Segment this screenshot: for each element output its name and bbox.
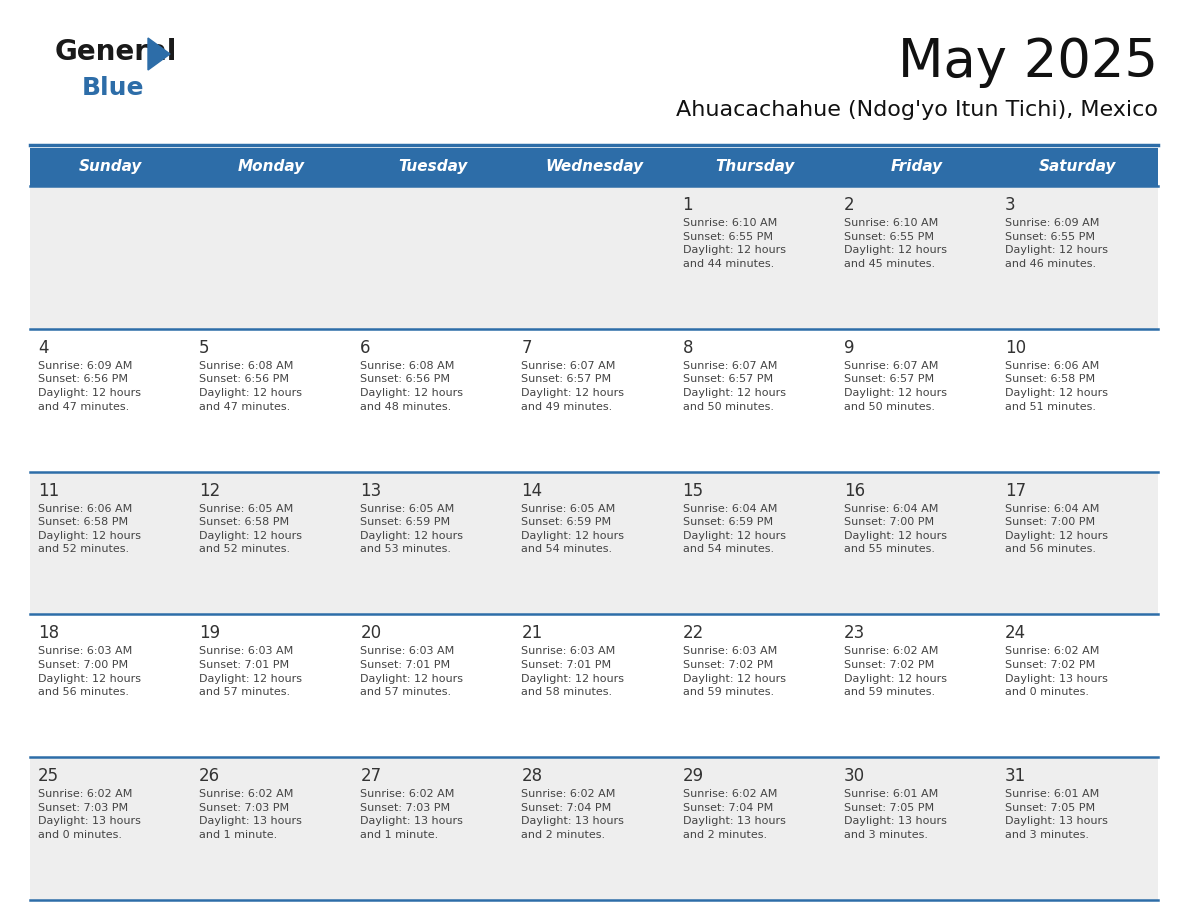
Polygon shape bbox=[148, 38, 170, 70]
Text: Sunrise: 6:05 AM
Sunset: 6:58 PM
Daylight: 12 hours
and 52 minutes.: Sunrise: 6:05 AM Sunset: 6:58 PM Dayligh… bbox=[200, 504, 302, 554]
Text: 27: 27 bbox=[360, 767, 381, 785]
Text: Sunrise: 6:04 AM
Sunset: 7:00 PM
Daylight: 12 hours
and 56 minutes.: Sunrise: 6:04 AM Sunset: 7:00 PM Dayligh… bbox=[1005, 504, 1108, 554]
Text: 6: 6 bbox=[360, 339, 371, 357]
Text: 12: 12 bbox=[200, 482, 221, 499]
Text: Sunrise: 6:04 AM
Sunset: 7:00 PM
Daylight: 12 hours
and 55 minutes.: Sunrise: 6:04 AM Sunset: 7:00 PM Dayligh… bbox=[843, 504, 947, 554]
Text: Monday: Monday bbox=[238, 160, 305, 174]
Text: Sunrise: 6:02 AM
Sunset: 7:03 PM
Daylight: 13 hours
and 0 minutes.: Sunrise: 6:02 AM Sunset: 7:03 PM Dayligh… bbox=[38, 789, 141, 840]
Text: 29: 29 bbox=[683, 767, 703, 785]
Text: Thursday: Thursday bbox=[715, 160, 795, 174]
Text: 17: 17 bbox=[1005, 482, 1026, 499]
Text: Sunrise: 6:08 AM
Sunset: 6:56 PM
Daylight: 12 hours
and 48 minutes.: Sunrise: 6:08 AM Sunset: 6:56 PM Dayligh… bbox=[360, 361, 463, 411]
Bar bbox=[30, 472, 1158, 614]
Text: Sunrise: 6:09 AM
Sunset: 6:56 PM
Daylight: 12 hours
and 47 minutes.: Sunrise: 6:09 AM Sunset: 6:56 PM Dayligh… bbox=[38, 361, 141, 411]
Text: Sunrise: 6:05 AM
Sunset: 6:59 PM
Daylight: 12 hours
and 53 minutes.: Sunrise: 6:05 AM Sunset: 6:59 PM Dayligh… bbox=[360, 504, 463, 554]
Text: 5: 5 bbox=[200, 339, 209, 357]
Text: Sunrise: 6:07 AM
Sunset: 6:57 PM
Daylight: 12 hours
and 50 minutes.: Sunrise: 6:07 AM Sunset: 6:57 PM Dayligh… bbox=[843, 361, 947, 411]
Text: 20: 20 bbox=[360, 624, 381, 643]
Text: 28: 28 bbox=[522, 767, 543, 785]
Bar bbox=[30, 148, 1158, 186]
Text: May 2025: May 2025 bbox=[898, 36, 1158, 88]
Text: Sunrise: 6:02 AM
Sunset: 7:04 PM
Daylight: 13 hours
and 2 minutes.: Sunrise: 6:02 AM Sunset: 7:04 PM Dayligh… bbox=[522, 789, 625, 840]
Bar bbox=[30, 186, 1158, 329]
Text: Sunrise: 6:03 AM
Sunset: 7:01 PM
Daylight: 12 hours
and 57 minutes.: Sunrise: 6:03 AM Sunset: 7:01 PM Dayligh… bbox=[200, 646, 302, 697]
Text: Sunday: Sunday bbox=[78, 160, 143, 174]
Text: Wednesday: Wednesday bbox=[545, 160, 643, 174]
Text: 26: 26 bbox=[200, 767, 220, 785]
Text: 23: 23 bbox=[843, 624, 865, 643]
Text: 10: 10 bbox=[1005, 339, 1026, 357]
Text: Sunrise: 6:03 AM
Sunset: 7:01 PM
Daylight: 12 hours
and 57 minutes.: Sunrise: 6:03 AM Sunset: 7:01 PM Dayligh… bbox=[360, 646, 463, 697]
Text: 11: 11 bbox=[38, 482, 59, 499]
Text: Sunrise: 6:06 AM
Sunset: 6:58 PM
Daylight: 12 hours
and 51 minutes.: Sunrise: 6:06 AM Sunset: 6:58 PM Dayligh… bbox=[1005, 361, 1108, 411]
Text: 3: 3 bbox=[1005, 196, 1016, 214]
Text: General: General bbox=[55, 38, 177, 66]
Text: 18: 18 bbox=[38, 624, 59, 643]
Text: Sunrise: 6:02 AM
Sunset: 7:03 PM
Daylight: 13 hours
and 1 minute.: Sunrise: 6:02 AM Sunset: 7:03 PM Dayligh… bbox=[200, 789, 302, 840]
Text: Sunrise: 6:03 AM
Sunset: 7:01 PM
Daylight: 12 hours
and 58 minutes.: Sunrise: 6:03 AM Sunset: 7:01 PM Dayligh… bbox=[522, 646, 625, 697]
Text: 31: 31 bbox=[1005, 767, 1026, 785]
Text: Sunrise: 6:01 AM
Sunset: 7:05 PM
Daylight: 13 hours
and 3 minutes.: Sunrise: 6:01 AM Sunset: 7:05 PM Dayligh… bbox=[1005, 789, 1107, 840]
Text: Ahuacachahue (Ndog'yo Itun Tichi), Mexico: Ahuacachahue (Ndog'yo Itun Tichi), Mexic… bbox=[676, 100, 1158, 120]
Text: 16: 16 bbox=[843, 482, 865, 499]
Text: Blue: Blue bbox=[82, 76, 145, 100]
Text: Sunrise: 6:07 AM
Sunset: 6:57 PM
Daylight: 12 hours
and 50 minutes.: Sunrise: 6:07 AM Sunset: 6:57 PM Dayligh… bbox=[683, 361, 785, 411]
Text: 13: 13 bbox=[360, 482, 381, 499]
Text: Saturday: Saturday bbox=[1038, 160, 1117, 174]
Text: 15: 15 bbox=[683, 482, 703, 499]
Text: 19: 19 bbox=[200, 624, 220, 643]
Text: Sunrise: 6:08 AM
Sunset: 6:56 PM
Daylight: 12 hours
and 47 minutes.: Sunrise: 6:08 AM Sunset: 6:56 PM Dayligh… bbox=[200, 361, 302, 411]
Text: 24: 24 bbox=[1005, 624, 1026, 643]
Bar bbox=[30, 329, 1158, 472]
Text: 7: 7 bbox=[522, 339, 532, 357]
Text: Sunrise: 6:02 AM
Sunset: 7:03 PM
Daylight: 13 hours
and 1 minute.: Sunrise: 6:02 AM Sunset: 7:03 PM Dayligh… bbox=[360, 789, 463, 840]
Text: Sunrise: 6:02 AM
Sunset: 7:02 PM
Daylight: 12 hours
and 59 minutes.: Sunrise: 6:02 AM Sunset: 7:02 PM Dayligh… bbox=[843, 646, 947, 697]
Text: 1: 1 bbox=[683, 196, 693, 214]
Text: Sunrise: 6:06 AM
Sunset: 6:58 PM
Daylight: 12 hours
and 52 minutes.: Sunrise: 6:06 AM Sunset: 6:58 PM Dayligh… bbox=[38, 504, 141, 554]
Text: Sunrise: 6:10 AM
Sunset: 6:55 PM
Daylight: 12 hours
and 44 minutes.: Sunrise: 6:10 AM Sunset: 6:55 PM Dayligh… bbox=[683, 218, 785, 269]
Text: 8: 8 bbox=[683, 339, 693, 357]
Text: 22: 22 bbox=[683, 624, 703, 643]
Text: Sunrise: 6:01 AM
Sunset: 7:05 PM
Daylight: 13 hours
and 3 minutes.: Sunrise: 6:01 AM Sunset: 7:05 PM Dayligh… bbox=[843, 789, 947, 840]
Text: Tuesday: Tuesday bbox=[398, 160, 468, 174]
Text: Sunrise: 6:07 AM
Sunset: 6:57 PM
Daylight: 12 hours
and 49 minutes.: Sunrise: 6:07 AM Sunset: 6:57 PM Dayligh… bbox=[522, 361, 625, 411]
Text: Sunrise: 6:02 AM
Sunset: 7:04 PM
Daylight: 13 hours
and 2 minutes.: Sunrise: 6:02 AM Sunset: 7:04 PM Dayligh… bbox=[683, 789, 785, 840]
Text: 30: 30 bbox=[843, 767, 865, 785]
Text: Sunrise: 6:04 AM
Sunset: 6:59 PM
Daylight: 12 hours
and 54 minutes.: Sunrise: 6:04 AM Sunset: 6:59 PM Dayligh… bbox=[683, 504, 785, 554]
Text: Sunrise: 6:05 AM
Sunset: 6:59 PM
Daylight: 12 hours
and 54 minutes.: Sunrise: 6:05 AM Sunset: 6:59 PM Dayligh… bbox=[522, 504, 625, 554]
Text: Sunrise: 6:03 AM
Sunset: 7:00 PM
Daylight: 12 hours
and 56 minutes.: Sunrise: 6:03 AM Sunset: 7:00 PM Dayligh… bbox=[38, 646, 141, 697]
Bar bbox=[30, 757, 1158, 900]
Text: 14: 14 bbox=[522, 482, 543, 499]
Bar bbox=[30, 614, 1158, 757]
Text: Sunrise: 6:02 AM
Sunset: 7:02 PM
Daylight: 13 hours
and 0 minutes.: Sunrise: 6:02 AM Sunset: 7:02 PM Dayligh… bbox=[1005, 646, 1107, 697]
Text: 21: 21 bbox=[522, 624, 543, 643]
Text: Sunrise: 6:03 AM
Sunset: 7:02 PM
Daylight: 12 hours
and 59 minutes.: Sunrise: 6:03 AM Sunset: 7:02 PM Dayligh… bbox=[683, 646, 785, 697]
Text: 9: 9 bbox=[843, 339, 854, 357]
Text: 25: 25 bbox=[38, 767, 59, 785]
Text: Sunrise: 6:09 AM
Sunset: 6:55 PM
Daylight: 12 hours
and 46 minutes.: Sunrise: 6:09 AM Sunset: 6:55 PM Dayligh… bbox=[1005, 218, 1108, 269]
Text: Friday: Friday bbox=[890, 160, 942, 174]
Text: Sunrise: 6:10 AM
Sunset: 6:55 PM
Daylight: 12 hours
and 45 minutes.: Sunrise: 6:10 AM Sunset: 6:55 PM Dayligh… bbox=[843, 218, 947, 269]
Text: 2: 2 bbox=[843, 196, 854, 214]
Text: 4: 4 bbox=[38, 339, 49, 357]
